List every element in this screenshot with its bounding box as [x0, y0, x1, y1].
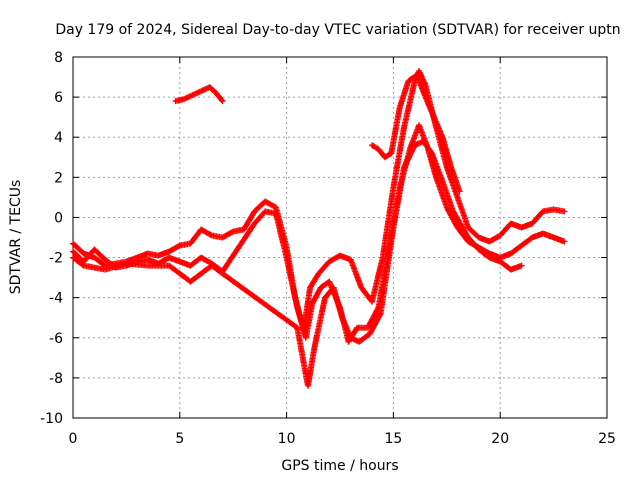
y-tick-label: 0	[54, 210, 63, 226]
x-axis-label: GPS time / hours	[281, 458, 398, 474]
chart-title: Day 179 of 2024, Sidereal Day-to-day VTE…	[55, 22, 620, 38]
data-points	[70, 68, 568, 389]
x-tick-label: 10	[278, 431, 296, 447]
x-tick-label: 5	[175, 431, 184, 447]
y-tick-label: 8	[54, 50, 63, 66]
x-tick-label: 15	[384, 431, 402, 447]
series-track-e	[369, 72, 463, 195]
y-tick-label: 4	[54, 130, 63, 146]
y-tick-label: 2	[54, 170, 63, 186]
axes: 0 5 10 15 20 25 -10 -8 -6 -4 -2 0 2 4 6 8	[40, 50, 616, 447]
y-tick-label: -2	[49, 251, 63, 267]
x-tick-label: 0	[69, 431, 78, 447]
marker-trace	[172, 84, 226, 105]
marker-trace	[369, 72, 463, 195]
x-tick-label: 20	[491, 431, 509, 447]
x-tick-label: 25	[598, 431, 616, 447]
y-tick-label: -10	[40, 411, 63, 427]
y-axis-label: SDTVAR / TECUs	[8, 180, 24, 295]
y-tick-label: -4	[49, 291, 63, 307]
plot-frame	[72, 56, 608, 419]
series-track-d	[172, 84, 226, 105]
y-tick-label: -6	[49, 331, 63, 347]
y-tick-label: 6	[54, 90, 63, 106]
marker-trace	[70, 138, 525, 389]
series-track-c	[70, 138, 525, 389]
y-tick-label: -8	[49, 371, 63, 387]
